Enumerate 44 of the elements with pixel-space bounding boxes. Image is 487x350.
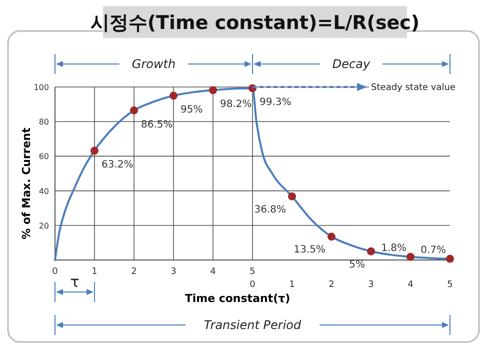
x-tick-label: 4	[210, 267, 216, 277]
y-tick-label: 20	[38, 221, 49, 230]
data-label: 13.5%	[294, 244, 326, 256]
x-tick-label: 2	[131, 267, 137, 277]
text: Transient Period	[204, 318, 302, 332]
point	[367, 247, 375, 256]
x-axis-title: Time constant(τ)	[184, 292, 290, 305]
data-label: 63.2%	[102, 160, 134, 171]
data-label: 86.5%	[141, 119, 173, 130]
point	[130, 106, 138, 114]
y-tick-label: 100	[34, 83, 49, 92]
x2-tick-label: 1	[289, 280, 295, 290]
chart-title: 시정수(Time constant)=L/R(sec)	[90, 12, 420, 34]
y-tick-label: 60	[38, 152, 49, 162]
data-label: 95%	[180, 104, 203, 116]
x-tick-label: 5	[250, 267, 256, 277]
x2-tick-label: 5	[447, 280, 453, 290]
y-axis-title: % of Max. Current	[20, 128, 33, 240]
text: Growth	[132, 57, 176, 71]
data-label: 0.7%	[420, 244, 446, 256]
point	[446, 254, 454, 263]
y-tick-label: 40	[38, 186, 49, 196]
data-label: 1.8%	[381, 242, 406, 254]
data-label: 36.8%	[254, 204, 286, 216]
point	[406, 252, 414, 261]
point	[170, 92, 178, 100]
data-label: 98.2%	[220, 99, 252, 110]
x2-tick-label: 3	[368, 280, 374, 290]
x-tick-label: 0	[52, 267, 58, 277]
x2-tick-label: 0	[250, 280, 256, 290]
y-tick-label: 80	[38, 118, 49, 127]
point	[90, 146, 98, 155]
data-label: 5%	[349, 259, 365, 270]
x2-tick-label: 4	[408, 280, 414, 290]
x-tick-label: 1	[92, 267, 98, 277]
point	[328, 232, 336, 241]
text: τ	[70, 273, 80, 291]
text: Decay	[332, 57, 371, 71]
x-tick-label: 3	[170, 267, 176, 277]
point	[209, 86, 217, 94]
point	[288, 192, 296, 200]
data-label: 99.3%	[260, 97, 292, 108]
annotation: Steady state value	[371, 83, 456, 93]
x2-tick-label: 2	[328, 280, 334, 290]
